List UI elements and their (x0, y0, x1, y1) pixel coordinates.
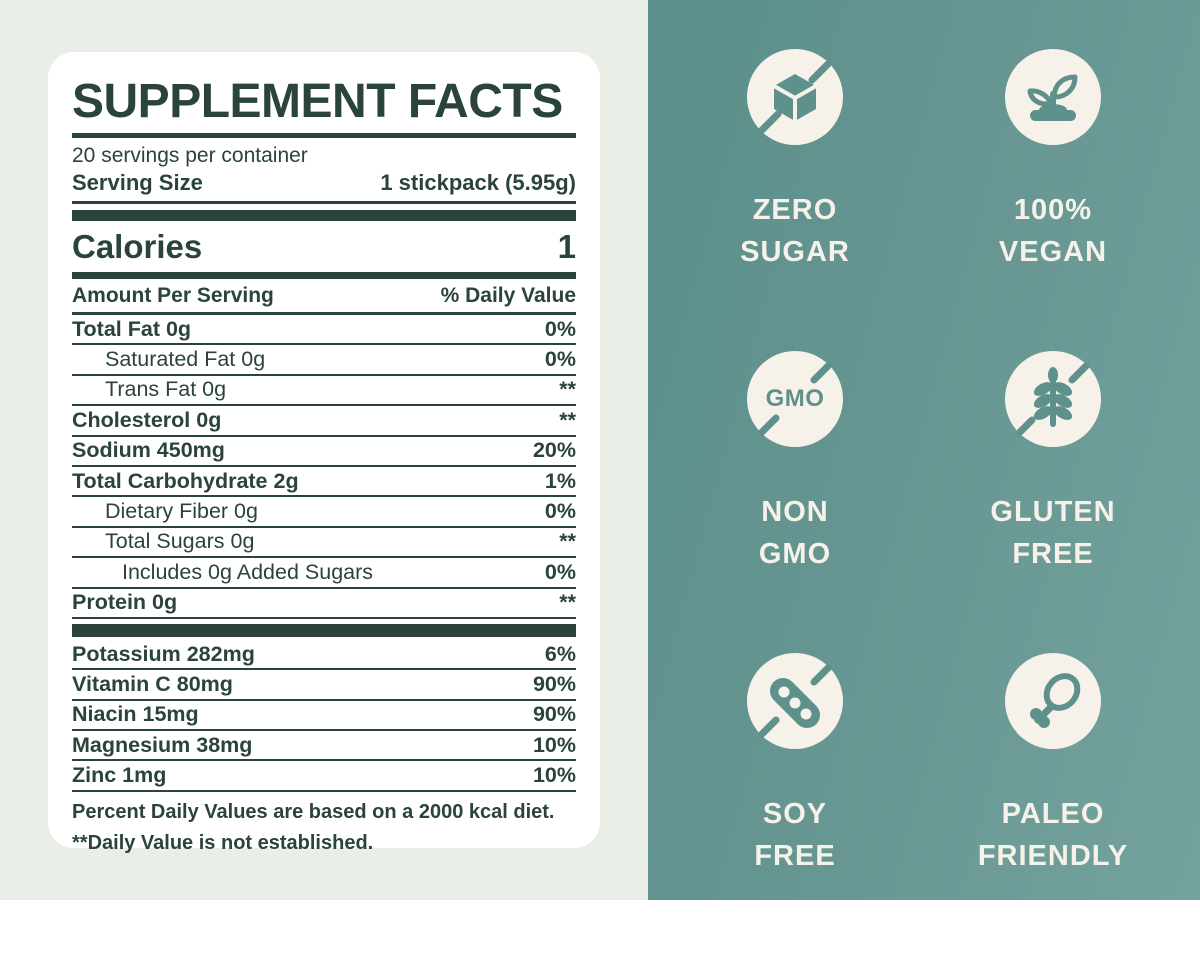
badge-label-line2: FRIENDLY (977, 840, 1129, 872)
nutrient-name: Protein 0g (72, 590, 178, 615)
calories-value: 1 (557, 228, 576, 265)
nutrient-value: ** (559, 529, 576, 554)
supplement-facts-card: SUPPLEMENT FACTS 20 servings per contain… (48, 52, 600, 854)
table-row: Total Sugars 0g ** (72, 528, 576, 559)
badge-label: PALEO FRIENDLY (978, 793, 1128, 877)
nutrient-value: ** (559, 407, 576, 432)
badge-label-line1: 100% (1013, 194, 1093, 226)
calories-label: Calories (72, 228, 203, 265)
nutrient-name: Trans Fat 0g (105, 377, 227, 402)
nutrient-value: 10% (532, 732, 576, 757)
no-sugar-icon (746, 49, 843, 145)
badge-label: ZERO SUGAR (740, 189, 850, 273)
nutrient-value: 90% (532, 671, 576, 696)
badge-label-line1: NON (761, 496, 829, 528)
table-row: Total Carbohydrate 2g 1% (72, 467, 576, 498)
table-column-header: Amount Per Serving % Daily Value (72, 279, 576, 315)
nutrient-value: 0% (544, 316, 576, 341)
nutrient-name: Total Sugars 0g (105, 529, 255, 554)
footnote: Percent Daily Values are based on a 2000… (72, 797, 576, 859)
facts-panel: SUPPLEMENT FACTS 20 servings per contain… (0, 0, 648, 900)
nutrient-value: 20% (532, 438, 576, 463)
table-row: Niacin 15mg 90% (72, 701, 576, 732)
nutrient-value: ** (559, 377, 576, 402)
badge-label-line2: FREE (1012, 538, 1094, 570)
badge-zero-sugar: ZERO SUGAR (740, 49, 850, 351)
amount-per-serving-header: Amount Per Serving (72, 284, 274, 307)
nutrient-value: 1% (544, 468, 576, 493)
title-divider (72, 133, 576, 138)
badge-label-line2: SUGAR (740, 236, 850, 268)
table-row: Vitamin C 80mg 90% (72, 670, 576, 701)
badge-label-line1: SOY (762, 798, 828, 830)
nutrient-name: Niacin 15mg (72, 702, 199, 727)
facts-title: SUPPLEMENT FACTS (72, 75, 563, 128)
vegan-sprout-icon (1004, 49, 1101, 145)
badge-label-line1: PALEO (1001, 798, 1105, 830)
table-row: Magnesium 38mg 10% (72, 731, 576, 762)
serving-size-value: 1 stickpack (5.95g) (380, 170, 576, 195)
table-row: Zinc 1mg 10% (72, 761, 576, 792)
badge-label: 100% VEGAN (999, 189, 1107, 273)
nutrient-value: ** (559, 590, 576, 615)
serving-size-row: Serving Size 1 stickpack (5.95g) (72, 170, 576, 204)
nutrient-name: Total Fat 0g (72, 316, 192, 341)
gluten-free-icon (1005, 351, 1101, 447)
nutrient-name: Zinc 1mg (72, 763, 167, 788)
table-row: Saturated Fat 0g 0% (72, 345, 576, 376)
nutrient-name: Sodium 450mg (72, 438, 225, 463)
badge-non-gmo: GMO NON GMO (747, 351, 843, 653)
table-row: Total Fat 0g 0% (72, 315, 576, 346)
badge-paleo-friendly: PALEO FRIENDLY (978, 653, 1128, 955)
table-row: Sodium 450mg 20% (72, 437, 576, 467)
badge-label: GLUTEN FREE (990, 491, 1115, 575)
badge-label: NON GMO (759, 491, 831, 575)
nutrient-name: Vitamin C 80mg (72, 671, 233, 696)
badge-label-line2: VEGAN (998, 236, 1108, 268)
nutrient-name: Cholesterol 0g (72, 407, 222, 432)
serving-size-label: Serving Size (72, 170, 203, 195)
thick-divider-bar (72, 623, 576, 637)
badge-label: SOY FREE (754, 793, 835, 877)
nutrient-name: Saturated Fat 0g (105, 347, 266, 372)
nutrient-name: Dietary Fiber 0g (105, 499, 258, 524)
paleo-drumstick-icon (1005, 653, 1101, 749)
nutrient-name: Includes 0g Added Sugars (122, 559, 374, 584)
nutrient-value: 90% (532, 702, 576, 727)
medium-divider-bar (72, 272, 576, 279)
badge-100-vegan: 100% VEGAN (999, 49, 1107, 351)
nutrient-name: Potassium 282mg (72, 641, 255, 666)
servings-per-container: 20 servings per container (72, 144, 308, 167)
table-row: Dietary Fiber 0g 0% (72, 497, 576, 528)
nutrient-value: 6% (544, 641, 576, 666)
nutrient-value: 0% (544, 347, 576, 372)
gmo-icon-text: GMO (765, 385, 825, 412)
table-row: Includes 0g Added Sugars 0% (72, 558, 576, 589)
badge-label-line2: GMO (758, 538, 832, 570)
footnote-line-1: Percent Daily Values are based on a 2000… (72, 800, 555, 823)
badges-panel: ZERO SUGAR 100% VEGAN (648, 0, 1200, 900)
daily-value-header: % Daily Value (440, 284, 576, 307)
supplement-label-poster: SUPPLEMENT FACTS 20 servings per contain… (0, 0, 1200, 900)
nutrient-name: Total Carbohydrate 2g (72, 468, 299, 493)
table-row: Trans Fat 0g ** (72, 376, 576, 407)
badge-label-line1: ZERO (752, 194, 838, 226)
nutrient-value: 10% (532, 763, 576, 788)
footnote-line-2: **Daily Value is not established. (72, 831, 374, 854)
table-row: Potassium 282mg 6% (72, 640, 576, 671)
calories-row: Calories 1 (72, 221, 576, 272)
badge-label-line2: FREE (754, 840, 836, 872)
nutrient-value: 0% (544, 499, 576, 524)
nutrient-name: Magnesium 38mg (72, 732, 253, 757)
nutrient-value: 0% (544, 559, 576, 584)
badge-soy-free: SOY FREE (747, 653, 843, 955)
table-row: Protein 0g ** (72, 589, 576, 619)
table-row: Cholesterol 0g ** (72, 406, 576, 437)
non-gmo-icon: GMO (747, 351, 843, 447)
thick-divider-bar (72, 210, 576, 221)
badge-gluten-free: GLUTEN FREE (990, 351, 1115, 653)
badges-grid: ZERO SUGAR 100% VEGAN (648, 0, 1200, 955)
badge-label-line1: GLUTEN (990, 496, 1116, 528)
soy-free-icon (747, 653, 843, 749)
